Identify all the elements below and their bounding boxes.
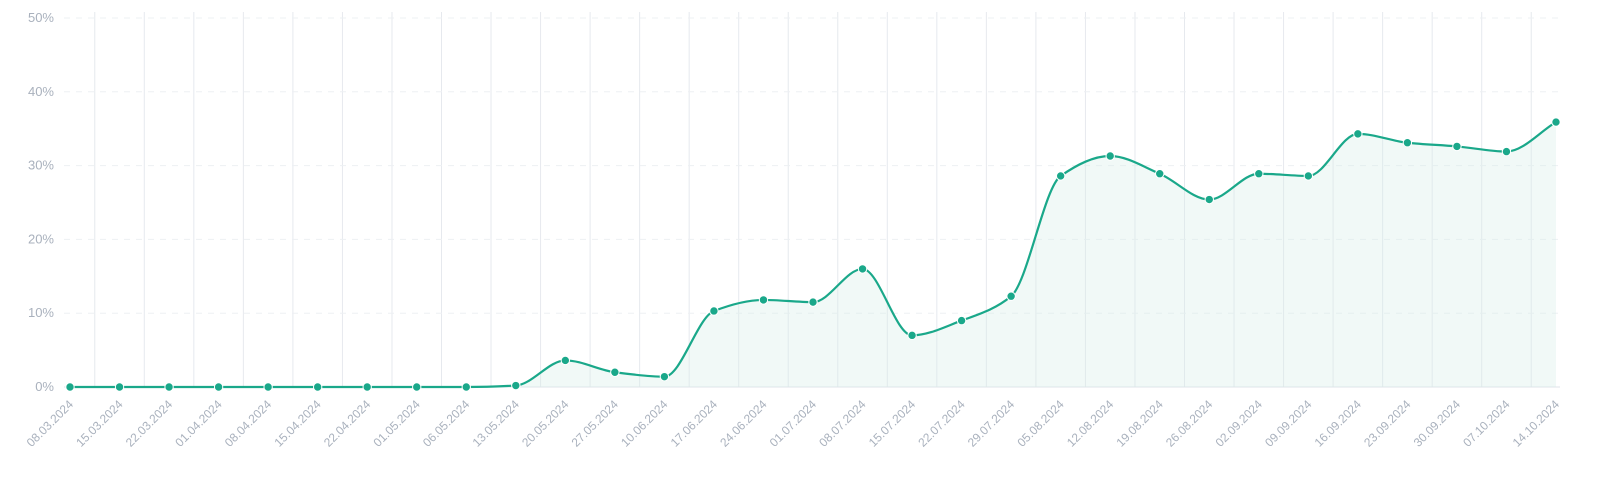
x-tick-label: 08.04.2024 [222,397,275,450]
y-tick-label: 10% [28,305,54,320]
x-tick-label: 27.05.2024 [569,397,622,450]
y-tick-label: 50% [28,10,54,25]
data-point[interactable] [1204,194,1214,205]
x-tick-label: 23.09.2024 [1361,397,1414,450]
x-tick-label: 09.09.2024 [1262,397,1315,450]
x-tick-label: 07.10.2024 [1460,397,1513,450]
x-tick-label: 12.08.2024 [1064,397,1117,450]
x-tick-label: 30.09.2024 [1411,397,1464,450]
data-point[interactable] [1353,129,1363,139]
x-tick-label: 24.06.2024 [717,397,770,450]
data-point[interactable] [1452,141,1462,152]
data-point[interactable] [659,371,670,382]
data-point[interactable] [1155,169,1165,179]
x-tick-label: 06.05.2024 [420,397,473,450]
x-tick-label: 15.04.2024 [271,397,324,450]
data-point[interactable] [1254,169,1264,179]
x-tick-label: 17.06.2024 [668,397,721,450]
data-point[interactable] [808,297,818,307]
data-point[interactable] [1402,138,1413,148]
x-tick-label: 22.03.2024 [123,397,176,450]
x-tick-label: 01.05.2024 [370,397,423,450]
data-point[interactable] [560,355,571,366]
y-tick-label: 40% [28,84,54,99]
y-tick-label: 0% [35,379,54,394]
x-tick-label: 02.09.2024 [1213,397,1266,450]
x-tick-label: 29.07.2024 [965,397,1018,450]
data-point[interactable] [956,315,967,326]
x-tick-label: 01.04.2024 [172,397,225,450]
data-point[interactable] [362,382,372,392]
data-point[interactable] [511,380,521,391]
data-point[interactable] [312,382,323,392]
data-point[interactable] [1105,151,1115,161]
data-point[interactable] [1551,117,1561,127]
x-tick-label: 26.08.2024 [1163,397,1216,450]
points-layer [65,117,1561,392]
x-tick-label: 05.08.2024 [1014,397,1067,450]
x-tick-label: 01.07.2024 [767,397,820,450]
x-tick-label: 14.10.2024 [1510,397,1563,450]
x-tick-label: 22.07.2024 [915,397,968,450]
data-point[interactable] [907,330,917,341]
data-point[interactable] [213,382,224,392]
x-axis-ticks: 08.03.202415.03.202422.03.202401.04.2024… [24,397,1563,450]
data-point[interactable] [412,382,422,392]
series-area [70,122,1556,388]
x-tick-label: 15.07.2024 [866,397,919,450]
x-tick-label: 15.03.2024 [73,397,126,450]
y-axis-ticks: 0% 10% 20% 30% 40% 50% [28,10,54,394]
x-tick-label: 19.08.2024 [1113,397,1166,450]
x-tick-label: 08.07.2024 [816,397,869,450]
area-layer [70,122,1556,388]
x-tick-label: 08.03.2024 [24,397,77,450]
x-tick-label: 20.05.2024 [519,397,572,450]
data-point[interactable] [709,306,719,316]
data-point[interactable] [1501,146,1512,157]
data-point[interactable] [65,382,75,392]
y-tick-label: 30% [28,158,54,173]
data-point[interactable] [758,295,769,305]
x-tick-label: 13.05.2024 [470,397,523,450]
data-point[interactable] [1055,171,1066,181]
data-point[interactable] [164,382,174,392]
data-point[interactable] [857,264,868,274]
x-tick-label: 16.09.2024 [1312,397,1365,450]
data-point[interactable] [1006,291,1016,301]
data-point[interactable] [114,382,125,392]
x-tick-label: 10.06.2024 [618,397,671,450]
data-point[interactable] [1303,171,1314,181]
y-tick-label: 20% [28,231,54,246]
data-point[interactable] [610,367,620,377]
x-tick-label: 22.04.2024 [321,397,374,450]
data-point[interactable] [263,382,273,392]
data-point[interactable] [461,382,471,392]
